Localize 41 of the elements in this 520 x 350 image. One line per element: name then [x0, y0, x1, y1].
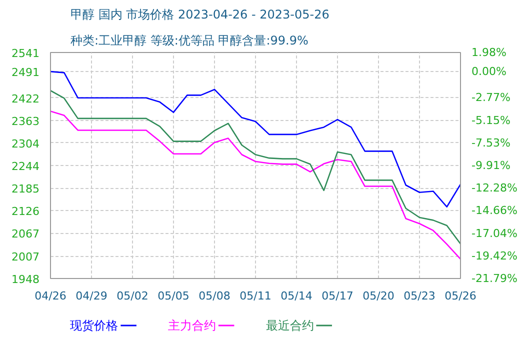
- y2-tick-label: -2.77%: [472, 91, 510, 104]
- x-tick-label: 05/05: [158, 290, 190, 302]
- y-tick-label: 1948: [12, 273, 40, 286]
- x-tick-label: 05/11: [240, 290, 272, 302]
- x-tick-label: 05/23: [404, 290, 436, 302]
- y2-tick-label: -17.04%: [472, 226, 518, 240]
- line-series: [50, 90, 460, 244]
- y-tick-label: 2007: [12, 250, 40, 264]
- line-series: [50, 110, 460, 260]
- y-tick-label: 2422: [12, 92, 40, 106]
- y2-tick-label: -19.42%: [472, 249, 518, 262]
- x-tick-label: 05/17: [322, 290, 354, 302]
- y2-tick-label: -12.28%: [472, 182, 518, 195]
- y2-tick-label: 0.00%: [472, 64, 506, 78]
- y-tick-label: 2244: [12, 160, 40, 174]
- y2-tick-label: -9.91%: [472, 159, 510, 172]
- x-tick-label: 04/26: [34, 290, 66, 302]
- x-tick-label: 05/02: [116, 290, 148, 302]
- line-series: [50, 70, 460, 208]
- y-tick-label: 2304: [12, 137, 40, 150]
- y2-tick-label: -7.53%: [472, 136, 510, 150]
- y-tick-label: 2363: [12, 114, 40, 128]
- legend-label: 最近合约: [266, 318, 314, 332]
- y-tick-label: 2541: [12, 47, 40, 60]
- y2-tick-label: -14.66%: [472, 204, 518, 218]
- x-tick-label: 04/29: [76, 290, 108, 302]
- y-tick-label: 2067: [12, 228, 40, 241]
- x-tick-label: 05/26: [444, 290, 476, 302]
- x-tick-label: 05/14: [280, 290, 312, 302]
- x-tick-label: 05/20: [362, 290, 394, 302]
- x-tick-label: 05/08: [198, 290, 230, 302]
- y2-tick-label: -21.79%: [472, 272, 518, 285]
- y2-tick-label: -5.15%: [472, 114, 510, 127]
- y-tick-label: 2491: [12, 66, 40, 80]
- y-tick-label: 2185: [12, 182, 40, 196]
- y2-tick-label: 1.98%: [472, 46, 506, 59]
- y-tick-label: 2126: [12, 205, 40, 218]
- legend-label: 主力合约: [168, 318, 216, 332]
- legend-label: 现货价格: [70, 318, 118, 332]
- chart-title: 甲醇 国内 市场价格 2023-04-26 - 2023-05-26: [70, 8, 330, 22]
- chart-subtitle: 种类:工业甲醇 等级:优等品 甲醇含量:99.9%: [70, 34, 308, 48]
